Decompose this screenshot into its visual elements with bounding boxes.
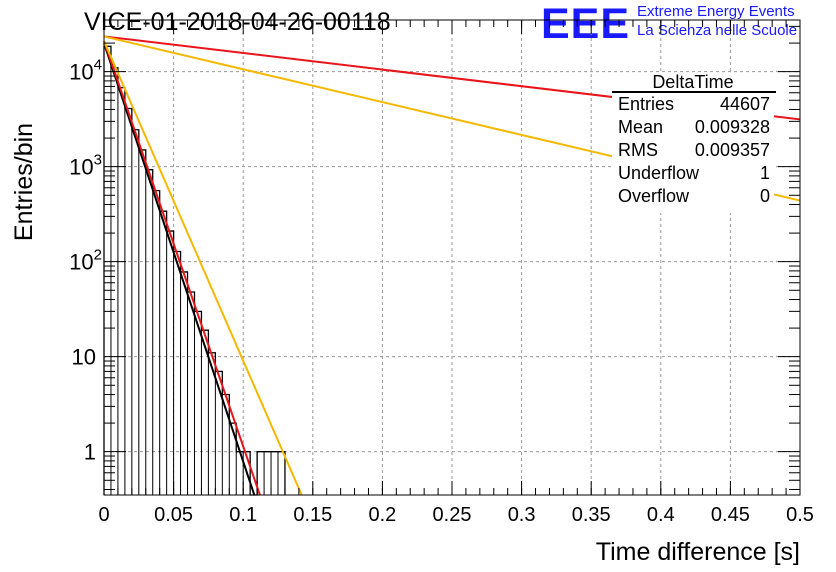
stats-label: Entries — [618, 94, 674, 114]
axis-ticks — [103, 20, 801, 495]
x-axis-label: Time difference [s] — [596, 538, 800, 566]
histogram-bin — [264, 452, 271, 495]
eee-logo: EEE — [541, 0, 631, 48]
run-title: VICE-01-2018-04-26-00118 — [84, 8, 391, 36]
x-tick-label: 0.5 — [786, 504, 814, 526]
histogram-bin — [188, 292, 195, 495]
stats-box-background — [612, 73, 774, 213]
stats-value: 44607 — [720, 94, 770, 114]
histogram-bin — [271, 452, 278, 495]
histogram-bin — [174, 252, 181, 495]
stats-box-title: DeltaTime — [652, 72, 733, 92]
y-tick-label: 10 — [72, 345, 96, 370]
histogram-bin — [153, 191, 160, 495]
x-tick-label: 0 — [98, 504, 109, 526]
x-tick-label: 0.4 — [647, 504, 675, 526]
logo-line-2: La Scienza nelle Scuole — [637, 22, 798, 39]
histogram-bin — [139, 150, 146, 495]
x-tick-labels: 0 0.05 0.1 0.15 0.2 0.25 0.3 0.35 0.4 0.45 0.5 — [98, 504, 813, 526]
fit-line-3 — [103, 40, 303, 496]
histogram-bin — [167, 231, 174, 495]
histogram-bin — [229, 423, 236, 495]
stats-label: Underflow — [618, 163, 700, 183]
stats-label: Mean — [618, 117, 663, 137]
y-tick-label: 104 — [69, 57, 102, 85]
x-tick-label: 0.45 — [711, 504, 750, 526]
y-tick-label: 103 — [69, 152, 102, 180]
stats-label: RMS — [618, 140, 658, 160]
stats-value: 0 — [760, 186, 770, 206]
x-tick-label: 0.35 — [572, 504, 611, 526]
histogram-bin — [146, 170, 153, 495]
y-axis-label: Entries/bin — [10, 123, 38, 241]
histogram-bin — [160, 211, 167, 495]
y-tick-label: 1 — [84, 440, 96, 465]
histogram-bin — [278, 452, 285, 495]
fit-line-1 — [103, 42, 256, 496]
histogram-bin — [181, 272, 188, 495]
logo-line-1: Extreme Energy Events — [637, 3, 795, 20]
x-tick-label: 0.05 — [154, 504, 193, 526]
fit-line-2 — [103, 40, 261, 496]
stats-label: Overflow — [618, 186, 690, 206]
x-tick-label: 0.3 — [508, 504, 536, 526]
histogram-bin — [132, 130, 139, 495]
histogram-bin — [194, 311, 201, 495]
grid-lines — [104, 20, 800, 495]
x-tick-label: 0.2 — [368, 504, 396, 526]
x-tick-label: 0.1 — [229, 504, 257, 526]
x-tick-label: 0.25 — [433, 504, 472, 526]
y-tick-labels: 1 10 102 103 104 — [69, 57, 102, 465]
histogram — [103, 45, 286, 496]
x-tick-label: 0.15 — [293, 504, 332, 526]
histogram-bin — [118, 88, 125, 495]
stats-value: 1 — [760, 163, 770, 183]
histogram-bin — [111, 68, 118, 495]
stats-value: 0.009357 — [695, 140, 770, 160]
stats-value: 0.009328 — [695, 117, 770, 137]
y-tick-label: 102 — [69, 247, 102, 275]
